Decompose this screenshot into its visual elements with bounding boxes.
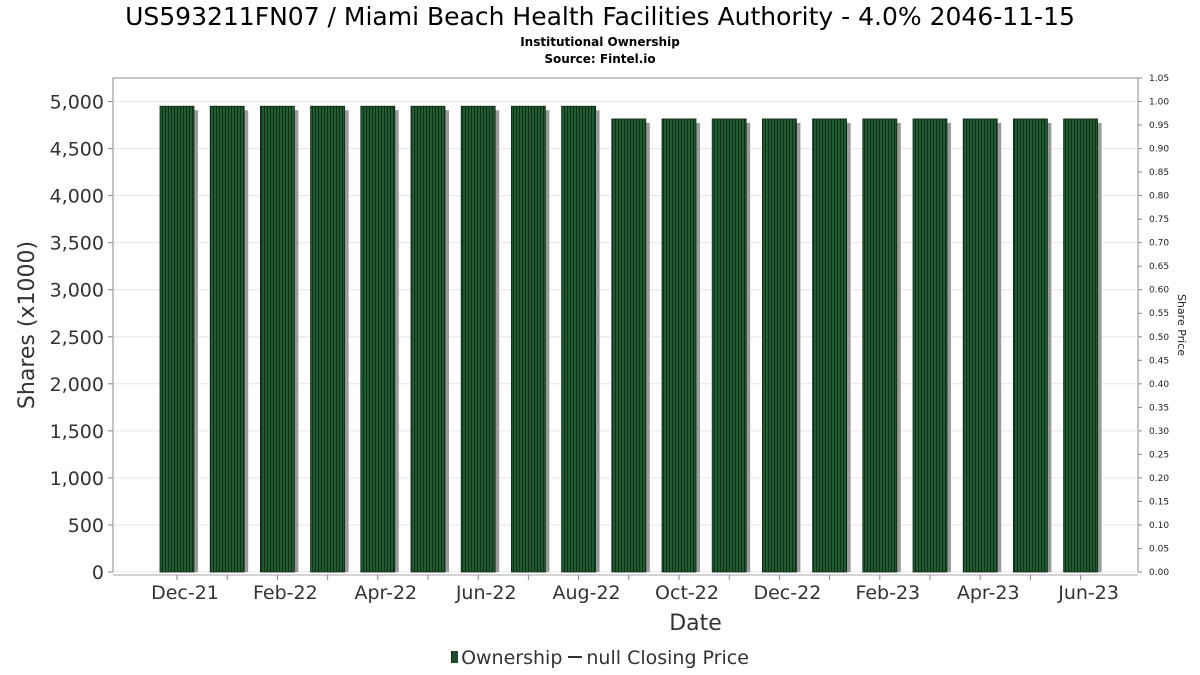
y2-tick-label: 0.05 <box>1149 544 1169 554</box>
y2-axis-title: Share Price <box>1175 294 1188 356</box>
x-tick-label: Dec-22 <box>753 582 821 604</box>
y2-tick-label: 0.70 <box>1149 239 1169 249</box>
bars <box>159 105 1102 573</box>
ownership-bar <box>159 105 195 573</box>
y-tick-label: 0 <box>92 562 104 584</box>
y-tick-label: 5,000 <box>50 92 104 114</box>
ownership-bar <box>912 118 948 573</box>
ownership-legend-label: Ownership <box>461 647 563 669</box>
ownership-bar <box>209 105 245 573</box>
y-tick-label: 1,500 <box>50 421 104 443</box>
y2-tick-label: 0.30 <box>1149 427 1169 437</box>
x-tick-label: Oct-22 <box>655 582 719 604</box>
y-tick-label: 2,500 <box>50 327 104 349</box>
ownership-bar <box>812 118 847 573</box>
ownership-bar <box>661 118 697 573</box>
y2-tick-label: 0.25 <box>1149 450 1169 460</box>
y-tick-label: 3,000 <box>50 280 104 302</box>
ownership-bar <box>259 105 295 573</box>
y2-tick-label: 0.50 <box>1149 333 1169 343</box>
ownership-legend-swatch <box>451 651 459 663</box>
y2-tick-label: 1.05 <box>1149 74 1169 84</box>
x-axis-title: Date <box>669 611 722 636</box>
y2-tick-label: 0.20 <box>1149 474 1169 484</box>
chart-source: Source: Fintel.io <box>544 52 656 66</box>
price-legend-label: null Closing Price <box>586 647 749 669</box>
y2-tick-label: 0.80 <box>1149 192 1169 202</box>
axes <box>108 77 1142 580</box>
y2-tick-label: 0.10 <box>1149 521 1169 531</box>
axis-labels: 0 500 1,000 1,500 2,000 2,500 3,000 3,500 4,000 4… <box>15 74 1188 636</box>
ownership-chart: 0 500 1,000 1,500 2,000 2,500 3,000 3,500 4,000 4… <box>15 74 1188 636</box>
y2-tick-label: 0.95 <box>1149 121 1169 131</box>
x-tick-label: Apr-22 <box>354 582 417 604</box>
y-tick-label: 3,500 <box>50 233 104 255</box>
y-axis-title: Shares (x1000) <box>15 241 40 409</box>
y2-tick-label: 0.40 <box>1149 380 1169 390</box>
ownership-bar <box>862 118 898 573</box>
chart-title: US593211FN07 / Miami Beach Health Facili… <box>125 2 1075 31</box>
x-tick-label: Feb-22 <box>253 582 318 604</box>
ownership-bar <box>762 118 797 573</box>
y-tick-label: 500 <box>68 515 104 537</box>
ownership-bar <box>510 105 546 573</box>
y-tick-label: 4,500 <box>50 139 104 161</box>
y2-tick-label: 0.15 <box>1149 497 1169 507</box>
x-tick-label: Jun-23 <box>1057 582 1119 604</box>
y-tick-label: 4,000 <box>50 186 104 208</box>
ownership-bar <box>410 105 446 573</box>
ownership-bar <box>360 105 396 573</box>
ownership-bar <box>1063 118 1098 573</box>
ownership-bar <box>310 105 346 573</box>
y2-tick-label: 0.60 <box>1149 286 1169 296</box>
y2-tick-label: 0.45 <box>1149 356 1169 366</box>
x-tick-label: Dec-21 <box>151 582 219 604</box>
x-tick-label: Apr-23 <box>957 582 1020 604</box>
price-legend-line <box>568 656 583 658</box>
x-tick-label: Feb-23 <box>855 582 920 604</box>
ownership-bar <box>460 105 496 573</box>
y2-tick-label: 0.55 <box>1149 309 1169 319</box>
y2-tick-label: 0.75 <box>1149 215 1169 225</box>
chart-subtitle: Institutional Ownership <box>520 35 680 49</box>
y2-tick-label: 1.00 <box>1149 98 1169 108</box>
ownership-bar <box>611 118 647 573</box>
y-tick-label: 1,000 <box>50 468 104 490</box>
ownership-bar <box>962 118 998 573</box>
y-tick-label: 2,000 <box>50 374 104 396</box>
y2-tick-label: 0.65 <box>1149 262 1169 272</box>
ownership-bar <box>1013 118 1048 573</box>
y2-tick-label: 0.00 <box>1149 568 1169 578</box>
ownership-bar <box>561 105 596 573</box>
y2-tick-label: 0.35 <box>1149 403 1169 413</box>
x-tick-label: Aug-22 <box>553 582 621 604</box>
ownership-bar <box>711 118 747 573</box>
legend: Ownership null Closing Price <box>0 647 1200 669</box>
y2-tick-label: 0.85 <box>1149 168 1169 178</box>
x-tick-label: Jun-22 <box>455 582 517 604</box>
y2-tick-label: 0.90 <box>1149 145 1169 155</box>
